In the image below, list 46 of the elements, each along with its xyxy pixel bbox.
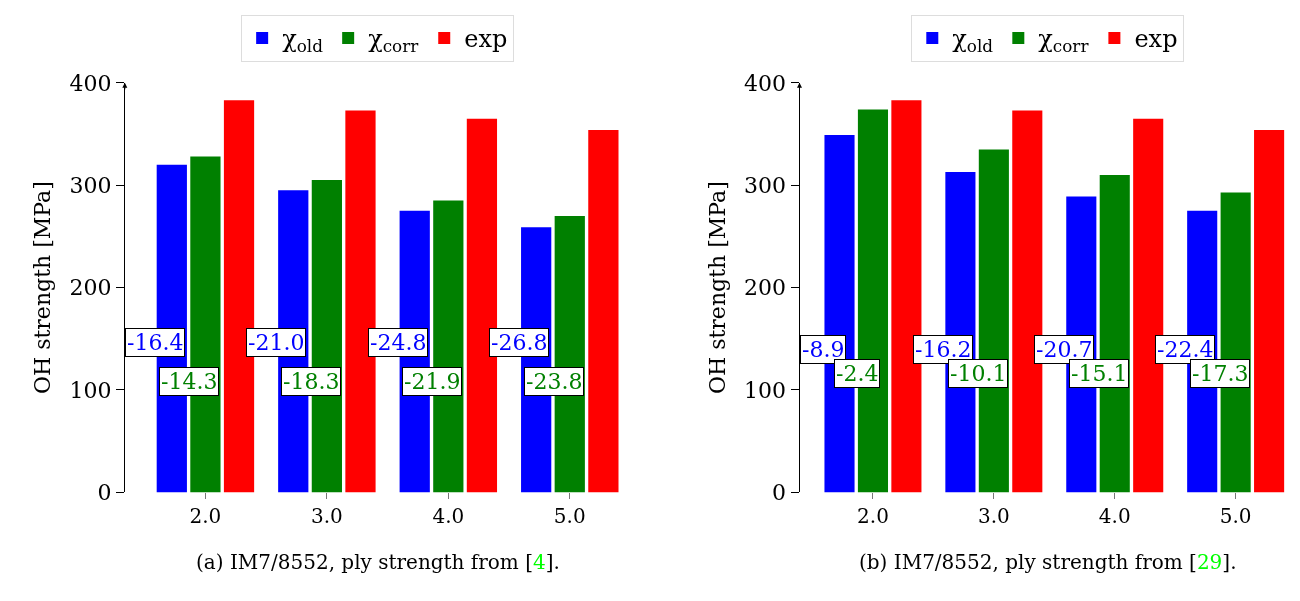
- annotation: -17.3: [1192, 361, 1249, 386]
- text: (b) IM7/8552, ply strength from [29].: [859, 550, 1237, 574]
- y-axis-title: OH strength [MPa]: [704, 181, 730, 394]
- annotation: -16.2: [915, 337, 972, 362]
- legend-label: χ$_{old}$: [282, 25, 324, 57]
- annotation: -2.4: [836, 361, 879, 386]
- annotation: -18.3: [283, 369, 340, 394]
- annotation: -8.9: [802, 337, 845, 362]
- annotation: -20.7: [1036, 337, 1093, 362]
- x-tick-label: 3.0: [310, 504, 343, 529]
- x-tick-label: 4.0: [432, 504, 465, 529]
- y-tick-label: 300: [69, 172, 112, 198]
- annotation: -22.4: [1157, 337, 1214, 362]
- annotation: -24.8: [370, 330, 427, 355]
- y-tick-label: 100: [69, 377, 112, 403]
- annotation: -26.8: [491, 330, 548, 355]
- y-tick-label: 0: [97, 480, 112, 506]
- y-tick-label: 200: [744, 275, 787, 301]
- annotation: -23.8: [526, 369, 583, 394]
- legend-label: χ$_{corr}$: [1038, 25, 1090, 57]
- y-tick-label: 400: [69, 70, 112, 96]
- y-tick-label: 400: [744, 70, 787, 96]
- annotation: -16.4: [127, 330, 184, 355]
- legend-label: exp: [1134, 25, 1178, 54]
- x-tick-label: 2.0: [189, 504, 222, 529]
- legend-label: χ$_{old}$: [952, 25, 994, 57]
- annotation: -15.1: [1071, 361, 1128, 386]
- bar: [1254, 129, 1285, 493]
- annotation: -10.1: [950, 361, 1007, 386]
- x-tick-label: 4.0: [1098, 504, 1131, 529]
- y-tick-label: 0: [772, 480, 787, 506]
- x-tick-label: 5.0: [1219, 504, 1252, 529]
- annotation: -14.3: [161, 369, 218, 394]
- legend-label: χ$_{corr}$: [368, 25, 420, 57]
- legend-label: exp: [464, 25, 508, 54]
- x-tick-label: 3.0: [977, 504, 1010, 529]
- annotation: -21.9: [404, 369, 461, 394]
- y-tick-label: 300: [744, 172, 787, 198]
- y-tick-label: 100: [744, 377, 787, 403]
- annotation: -21.0: [248, 330, 305, 355]
- x-tick-label: 5.0: [553, 504, 586, 529]
- text: (a) IM7/8552, ply strength from [4].: [196, 550, 560, 574]
- y-axis-title: OH strength [MPa]: [30, 181, 56, 394]
- bar: [588, 129, 619, 493]
- x-tick-label: 2.0: [857, 504, 889, 529]
- y-tick-label: 200: [69, 275, 112, 301]
